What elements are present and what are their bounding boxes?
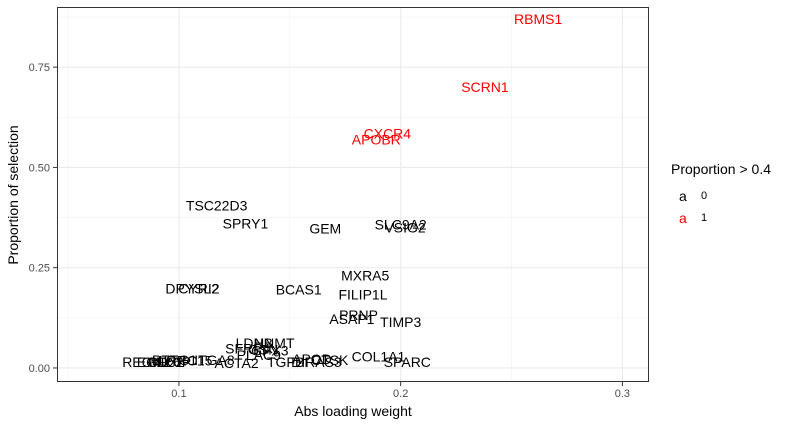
point-label: CTSK <box>311 352 349 368</box>
axis-ticks: 0.1 0.2 0.3 0.00 0.25 0.50 0.75 <box>29 62 630 400</box>
x-axis-title: Abs loading weight <box>294 403 412 419</box>
y-tick-label: 0.25 <box>29 263 50 275</box>
x-tick-label: 0.3 <box>615 388 630 400</box>
y-tick-label: 0.50 <box>29 162 50 174</box>
point-label: NNMT <box>254 335 295 351</box>
y-tick-label: 0.75 <box>29 62 50 74</box>
y-axis-title: Proportion of selection <box>5 125 21 264</box>
point-label: ITGA8 <box>194 352 235 368</box>
point-label: TGFBI <box>267 354 308 370</box>
point-label: DIRAS3 <box>291 354 342 370</box>
point-label: TSC22D3 <box>186 198 248 214</box>
point-label: REG4 <box>122 354 160 370</box>
legend: Proportion > 0.4 a 0 a 1 <box>671 161 771 226</box>
legend-key-0: a <box>679 188 687 204</box>
point-label: BCAS1 <box>276 281 322 297</box>
point-label: PLAC9 <box>237 347 282 363</box>
point-label: LDHB <box>236 335 273 351</box>
point-label: APOBR <box>352 131 401 147</box>
grid-lines <box>57 7 649 382</box>
x-tick-label: 0.2 <box>393 388 408 400</box>
point-label: SFRP4 <box>225 341 270 357</box>
point-label: SLC9A2 <box>375 216 427 232</box>
point-label: MLXIP <box>149 354 191 370</box>
point-label: PTTG1 <box>152 352 197 368</box>
point-label: PRNP <box>339 307 378 323</box>
point-label: VSIG2 <box>384 220 425 236</box>
panel-background <box>57 7 649 382</box>
point-label: FILIP1L <box>338 287 387 303</box>
point-label: MXRA5 <box>341 268 389 284</box>
point-label: TIMP3 <box>380 314 421 330</box>
point-label: ASAP1 <box>329 311 374 327</box>
point-label: CD52 <box>148 354 184 370</box>
legend-label-1: 1 <box>701 212 707 224</box>
point-label: EGFL6 <box>137 354 182 370</box>
point-label: SCRN1 <box>461 79 509 95</box>
point-label: SPRY1 <box>223 216 269 232</box>
point-label: COL1A1 <box>352 349 406 365</box>
point-label: CXCR4 <box>364 125 412 141</box>
point-label: DPYSL2 <box>165 281 219 297</box>
x-tick-label: 0.1 <box>171 388 186 400</box>
point-label: RBMS1 <box>514 11 562 27</box>
point-label: APOD <box>292 351 332 367</box>
legend-title: Proportion > 0.4 <box>671 161 771 177</box>
y-tick-label: 0.00 <box>29 363 50 375</box>
point-label: LRRC15 <box>159 353 213 369</box>
point-label: SPARC <box>384 354 431 370</box>
point-label: ACTA2 <box>215 355 259 371</box>
legend-label-0: 0 <box>701 190 707 202</box>
panel-border <box>57 7 649 382</box>
point-label: CYRI2 <box>178 281 219 297</box>
point-label: GPX3 <box>251 342 289 358</box>
point-label: GSN <box>248 342 278 358</box>
legend-key-1: a <box>679 210 687 226</box>
point-label: GEM <box>309 220 341 236</box>
